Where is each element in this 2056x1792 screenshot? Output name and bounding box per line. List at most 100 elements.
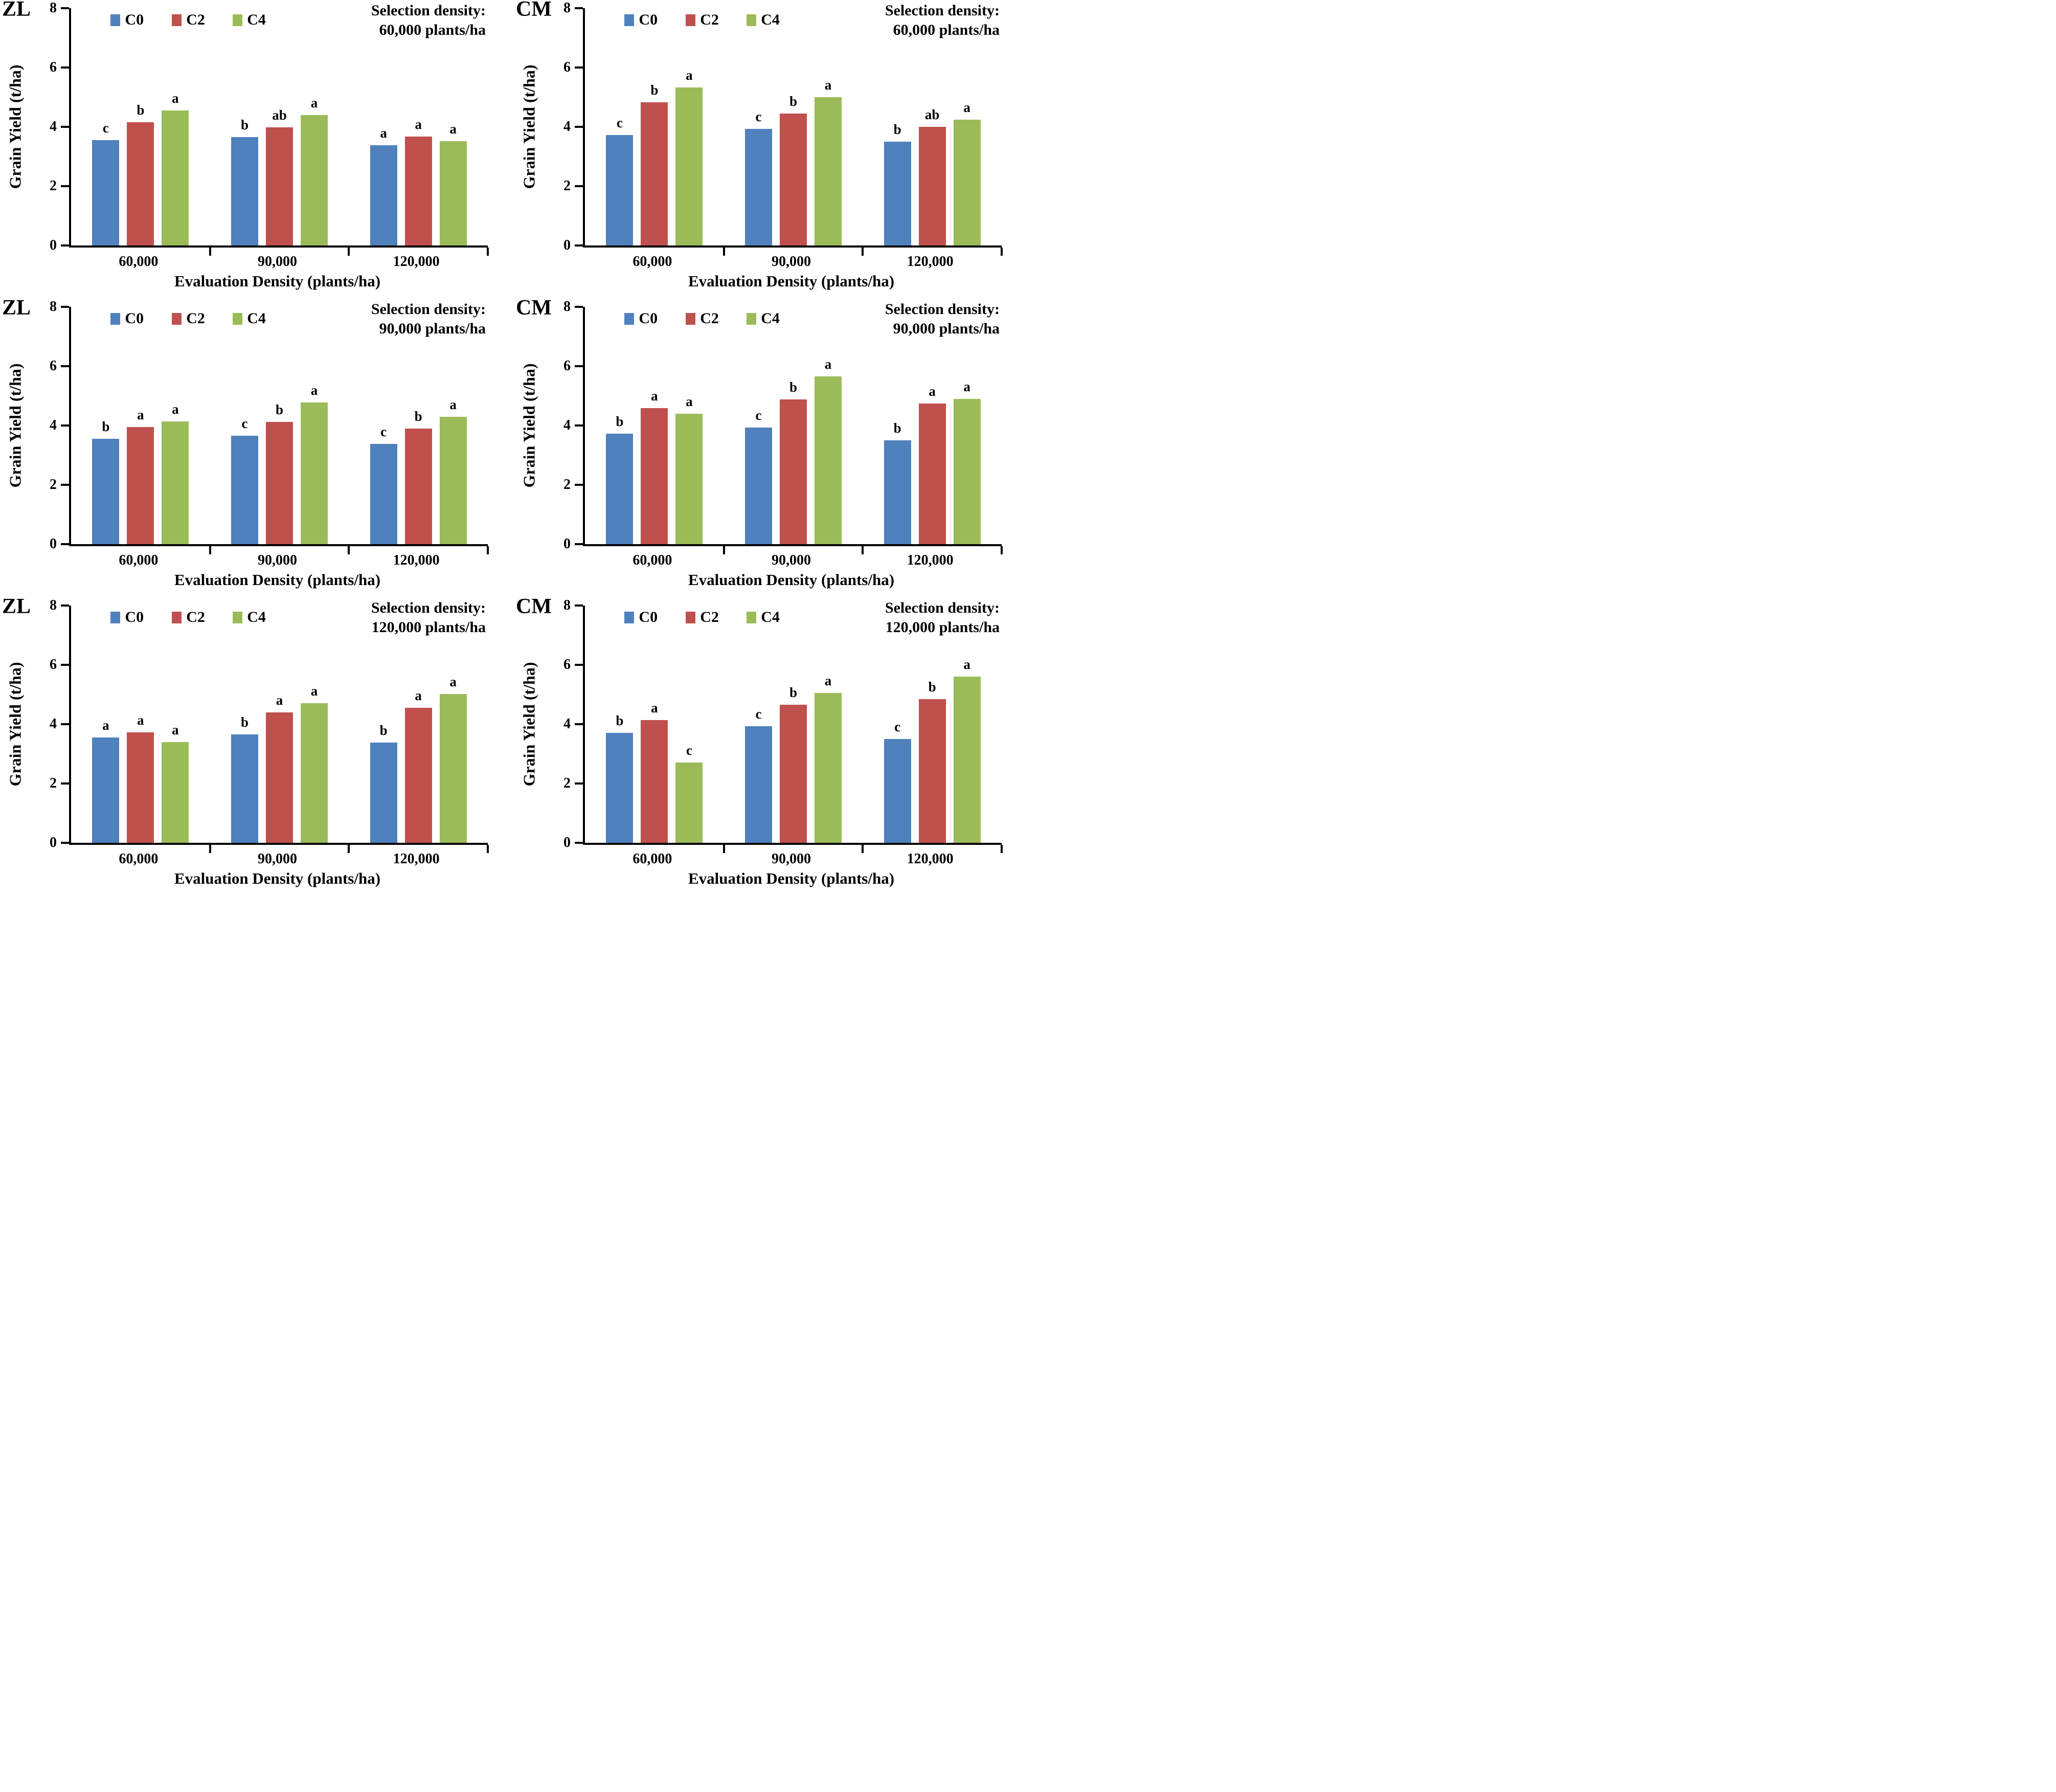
y-tick-mark xyxy=(61,126,69,128)
legend-label: C2 xyxy=(700,310,719,327)
y-tick-label: 8 xyxy=(563,597,571,613)
y-tick-label: 0 xyxy=(563,536,571,552)
legend-label: C4 xyxy=(761,609,780,625)
plot-area: 0 2 4 6 8 C0 C2 C4 b a c c b a c b a xyxy=(563,597,1003,853)
y-tick-mark xyxy=(61,306,69,308)
significance-letter: a xyxy=(449,121,457,137)
legend-swatch-c4 xyxy=(233,14,243,26)
significance-letter: a xyxy=(415,116,422,132)
plot-area: 0 2 4 6 8 C0 C2 C4 c b a b ab a a a a xyxy=(50,0,489,256)
selection-density-line1: Selection density: xyxy=(371,301,486,318)
panel-label: CM xyxy=(516,0,552,21)
bar-c2-60000 xyxy=(641,408,668,544)
figure-grid: ZL Grain Yield (t/ha) 0 2 4 6 8 C0 C2 C4 c b a b a b a a a… xyxy=(0,0,1028,896)
y-tick-mark xyxy=(61,66,69,69)
legend-label: C0 xyxy=(639,609,658,625)
panel-label: ZL xyxy=(2,595,31,618)
legend-item-c0: C0 xyxy=(110,310,144,327)
significance-letter: a xyxy=(415,688,422,704)
x-tick-mark xyxy=(722,845,725,853)
significance-letter: a xyxy=(137,712,144,728)
significance-letter: a xyxy=(824,673,832,689)
significance-letter: b xyxy=(137,102,145,118)
legend-swatch-c2 xyxy=(686,312,696,325)
y-tick-label: 2 xyxy=(50,775,57,791)
legend-swatch-c2 xyxy=(172,14,182,26)
bar-c2-90000 xyxy=(780,705,807,843)
legend-swatch-c4 xyxy=(747,611,757,623)
legend-label: C0 xyxy=(639,310,658,327)
y-tick-label: 0 xyxy=(563,237,571,253)
bar-c4-60000 xyxy=(675,763,703,843)
y-tick-label: 0 xyxy=(50,835,57,850)
bar-c4-90000 xyxy=(301,402,328,544)
legend-swatch-c0 xyxy=(624,312,635,325)
bar-c4-60000 xyxy=(675,413,703,544)
chart-panel-4: CM Grain Yield (t/ha) 0 2 4 6 8 C0 C2 C4 b a a c b a b a a… xyxy=(514,296,1028,597)
y-tick-mark xyxy=(575,543,583,545)
significance-letter: b xyxy=(928,679,936,695)
plot-area: 0 2 4 6 8 C0 C2 C4 b a a c b a b a a xyxy=(563,299,1003,554)
bar-c0-120000 xyxy=(370,443,397,544)
bar-c2-60000 xyxy=(127,122,154,245)
x-tick-mark xyxy=(862,248,864,256)
bar-c2-120000 xyxy=(918,403,946,544)
y-tick-label: 6 xyxy=(50,358,57,374)
significance-letter: a xyxy=(137,407,144,422)
bar-c0-120000 xyxy=(884,142,911,245)
legend-label: C0 xyxy=(125,11,144,28)
significance-letter: b xyxy=(102,419,110,435)
legend-swatch-c4 xyxy=(747,312,757,325)
bar-c4-120000 xyxy=(953,119,981,245)
legend-item-c4: C4 xyxy=(747,609,780,626)
legend-label: C4 xyxy=(761,310,780,327)
significance-letter: a xyxy=(651,700,658,716)
significance-letter: a xyxy=(449,396,457,412)
legend-item-c0: C0 xyxy=(624,310,658,327)
significance-letter: c xyxy=(894,719,901,734)
bar-c4-60000 xyxy=(162,421,189,544)
bar-c2-120000 xyxy=(404,136,432,245)
bar-c0-90000 xyxy=(745,129,772,245)
bar-c2-90000 xyxy=(266,422,293,544)
x-category-label: 60,000 xyxy=(632,851,672,867)
x-category-label: 60,000 xyxy=(119,851,159,867)
legend-swatch-c0 xyxy=(110,611,121,623)
y-tick-mark xyxy=(61,664,69,666)
plot-area: 0 2 4 6 8 C0 C2 C4 a a a b a a b a a xyxy=(50,597,489,853)
significance-letter: b xyxy=(616,713,624,729)
x-category-label: 60,000 xyxy=(632,254,672,270)
bar-c4-90000 xyxy=(301,703,328,843)
significance-letter: a xyxy=(686,393,693,409)
x-tick-mark xyxy=(722,248,725,256)
y-tick-label: 8 xyxy=(50,0,57,16)
significance-letter: a xyxy=(172,91,179,106)
significance-letter: b xyxy=(616,414,624,430)
bar-c4-90000 xyxy=(815,97,842,245)
chart-panel-6: CM Grain Yield (t/ha) 0 2 4 6 8 C0 C2 C4 b a c c b a c b a… xyxy=(514,595,1028,896)
selection-density-line1: Selection density: xyxy=(371,599,486,616)
y-axis-title: Grain Yield (t/ha) xyxy=(519,363,538,488)
y-tick-mark xyxy=(575,365,583,367)
y-tick-mark xyxy=(575,185,583,187)
y-tick-label: 6 xyxy=(563,59,571,75)
selection-density-line2: 120,000 plants/ha xyxy=(885,618,1000,636)
bar-c2-120000 xyxy=(918,699,946,843)
y-tick-mark xyxy=(575,723,583,725)
selection-density-line2: 60,000 plants/ha xyxy=(379,21,486,38)
significance-letter: b xyxy=(789,93,798,109)
bar-c2-120000 xyxy=(918,127,946,245)
significance-letter: b xyxy=(893,122,901,137)
bar-c4-90000 xyxy=(815,376,842,544)
significance-letter: b xyxy=(240,714,249,730)
x-category-label: 120,000 xyxy=(907,851,954,867)
legend-item-c0: C0 xyxy=(110,11,144,29)
y-tick-label: 4 xyxy=(563,119,571,135)
legend-item-c0: C0 xyxy=(110,609,144,626)
x-category-label: 90,000 xyxy=(258,851,297,867)
x-category-label: 120,000 xyxy=(393,552,440,568)
y-tick-label: 2 xyxy=(50,477,57,492)
x-tick-mark xyxy=(209,248,211,256)
y-tick-mark xyxy=(61,782,69,785)
chart-panel-3: ZL Grain Yield (t/ha) 0 2 4 6 8 C0 C2 C4 b a a c b a c b a… xyxy=(0,296,514,597)
